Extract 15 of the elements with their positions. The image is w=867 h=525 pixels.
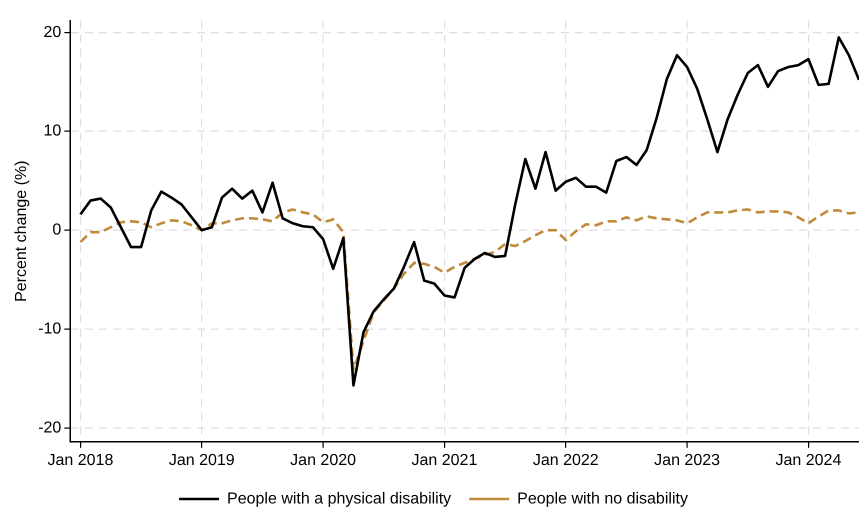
x-tick-label: Jan 2020 (290, 452, 356, 469)
x-tick-label: Jan 2024 (776, 452, 842, 469)
y-tick-label: 20 (44, 24, 62, 41)
x-tick-label: Jan 2019 (168, 452, 235, 469)
legend-label: People with no disability (517, 490, 688, 508)
y-tick-label: 0 (52, 222, 62, 239)
legend-label: People with a physical disability (227, 490, 452, 508)
y-tick-label: 10 (44, 122, 62, 140)
y-tick-label: -20 (38, 419, 62, 436)
y-axis-title: Percent change (%) (13, 160, 30, 302)
x-tick-label: Jan 2018 (48, 452, 114, 469)
x-tick-label: Jan 2021 (412, 452, 478, 469)
x-tick-label: Jan 2022 (532, 452, 599, 469)
x-tick-label: Jan 2023 (654, 452, 720, 469)
y-tick-label: -10 (38, 320, 62, 338)
